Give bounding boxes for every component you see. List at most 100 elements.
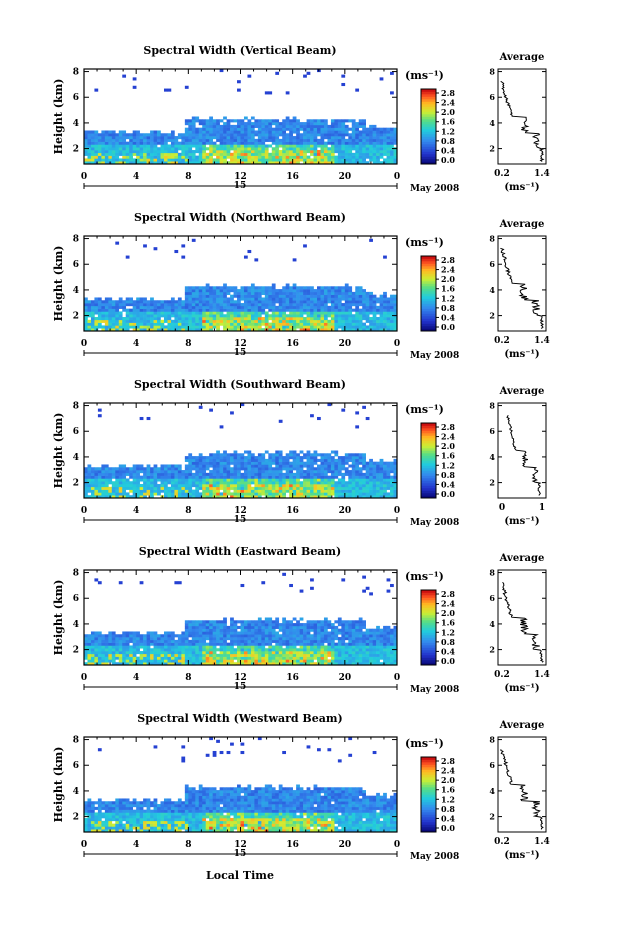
day-label: 15 [234, 849, 247, 859]
x-tick-label: 16 [286, 172, 299, 182]
avg-y-tick-label: 8 [489, 401, 495, 411]
avg-x-label: (ms⁻¹) [504, 850, 539, 861]
x-tick-label: 8 [185, 339, 191, 349]
avg-profile-line [502, 581, 544, 663]
avg-frame [497, 68, 547, 165]
colorbar-tick-label: 2.0 [441, 107, 455, 117]
day-label: 15 [234, 348, 247, 358]
colorbar-unit: (ms⁻¹) [405, 236, 444, 249]
x-tick-label: 0 [81, 840, 87, 850]
colorbar-tick-label: 1.2 [441, 460, 455, 470]
colorbar-unit: (ms⁻¹) [405, 737, 444, 750]
colorbar: 2.82.42.01.61.20.80.40.0 [420, 756, 455, 833]
colorbar-tick-label: 0.4 [441, 813, 455, 823]
x-tick-label: 8 [185, 673, 191, 683]
avg-y-tick-label: 4 [489, 619, 495, 629]
colorbar-unit: (ms⁻¹) [405, 69, 444, 82]
panel-1: Spectral Width (Vertical Beam) 2 4 6 8 Height… [52, 44, 550, 194]
colorbar: 2.82.42.01.61.20.80.40.0 [420, 589, 455, 666]
colorbar-tick-label: 0.8 [441, 136, 455, 146]
x-tick-label: 4 [133, 840, 139, 850]
avg-y-tick-label: 4 [489, 452, 495, 462]
y-tick-label: 8 [73, 569, 79, 579]
colorbar-tick-label: 0.4 [441, 145, 455, 155]
colorbar-tick-label: 2.8 [441, 589, 455, 599]
avg-x-tick-label: 0.2 [494, 837, 510, 847]
y-tick-label: 4 [73, 620, 79, 630]
y-tick-label: 8 [73, 235, 79, 245]
avg-y-tick-label: 2 [489, 144, 495, 154]
avg-y-tick-label: 4 [489, 786, 495, 796]
y-axis-label: Height (km) [52, 413, 65, 489]
colorbar-tick-label: 2.0 [441, 775, 455, 785]
avg-x-tick-label: 0.2 [494, 169, 510, 179]
colorbar-tick-label: 1.2 [441, 627, 455, 637]
x-tick-label: 12 [234, 840, 247, 850]
colorbar-tick-label: 1.6 [441, 451, 455, 461]
colorbar-tick-label: 0.0 [441, 823, 455, 833]
x-tick-label: 8 [185, 840, 191, 850]
x-tick-label: 8 [185, 506, 191, 516]
avg-y-tick-label: 8 [489, 234, 495, 244]
y-tick-label: 6 [73, 427, 79, 437]
colorbar-tick-label: 1.6 [441, 785, 455, 795]
heatmap-cells [84, 403, 398, 499]
x-tick-label: 12 [234, 673, 247, 683]
average-profile-panel: Average 2 4 6 8 0.2 1.4 (ms⁻¹) [489, 219, 549, 360]
avg-x-tick-label: 0.2 [494, 670, 510, 680]
y-tick-label: 2 [73, 646, 79, 656]
colorbar-tick-label: 1.6 [441, 284, 455, 294]
day-label: 15 [234, 682, 247, 692]
y-tick-label: 2 [73, 312, 79, 322]
colorbar-tick-label: 0.0 [441, 489, 455, 499]
colorbar-unit: (ms⁻¹) [405, 403, 444, 416]
avg-y-tick-label: 8 [489, 568, 495, 578]
colorbar-tick-label: 2.4 [441, 98, 455, 108]
average-profile-panel: Average 2 4 6 8 0.2 1.4 (ms⁻¹) [489, 553, 549, 694]
colorbar-tick-label: 2.8 [441, 422, 455, 432]
y-tick-label: 4 [73, 119, 79, 129]
day-label: 15 [234, 181, 247, 191]
colorbar-tick-label: 1.6 [441, 618, 455, 628]
colorbar-tick-label: 1.6 [441, 117, 455, 127]
panel-title: Spectral Width (Westward Beam) [137, 712, 342, 725]
date-label: May 2008 [410, 518, 459, 528]
colorbar: 2.82.42.01.61.20.80.40.0 [420, 88, 455, 165]
avg-title: Average [499, 553, 545, 564]
heatmap-cells [84, 572, 398, 666]
x-tick-label: 0 [394, 506, 400, 516]
colorbar-tick-label: 2.4 [441, 432, 455, 442]
x-tick-label: 0 [394, 673, 400, 683]
date-label: May 2008 [410, 351, 459, 361]
y-axis-label: Height (km) [52, 79, 65, 155]
colorbar-tick-label: 2.0 [441, 608, 455, 618]
avg-y-tick-label: 2 [489, 311, 495, 321]
avg-y-tick-label: 8 [489, 67, 495, 77]
panel-title: Spectral Width (Northward Beam) [134, 211, 346, 224]
y-tick-label: 4 [73, 453, 79, 463]
x-tick-label: 0 [81, 673, 87, 683]
avg-y-tick-label: 6 [489, 259, 495, 269]
colorbar-tick-label: 2.4 [441, 599, 455, 609]
y-tick-label: 6 [73, 594, 79, 604]
colorbar-tick-label: 2.8 [441, 255, 455, 265]
avg-x-tick-label: 1.4 [534, 837, 550, 847]
colorbar-tick-label: 1.2 [441, 293, 455, 303]
avg-y-tick-label: 6 [489, 760, 495, 770]
colorbar-tick-label: 0.4 [441, 312, 455, 322]
avg-y-tick-label: 8 [489, 735, 495, 745]
avg-title: Average [499, 720, 545, 731]
avg-y-tick-label: 6 [489, 92, 495, 102]
x-tick-label: 8 [185, 172, 191, 182]
avg-title: Average [499, 386, 545, 397]
x-tick-label: 0 [81, 172, 87, 182]
y-tick-label: 6 [73, 260, 79, 270]
heatmap-cells [84, 69, 398, 165]
avg-x-label: (ms⁻¹) [504, 182, 539, 193]
avg-frame [497, 235, 547, 332]
x-tick-label: 0 [81, 339, 87, 349]
y-tick-label: 6 [73, 93, 79, 103]
date-label: May 2008 [410, 685, 459, 695]
panel-title: Spectral Width (Eastward Beam) [139, 545, 341, 558]
avg-frame [497, 569, 547, 666]
